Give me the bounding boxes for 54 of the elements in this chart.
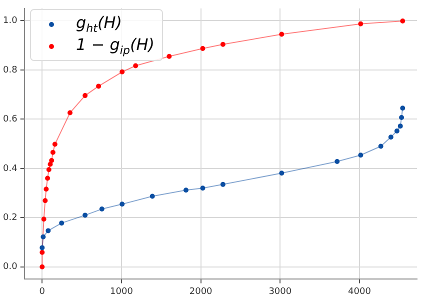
point [40,250,45,255]
point [200,46,206,52]
point [49,158,54,164]
point [378,144,384,149]
point [41,216,46,222]
point [82,93,88,98]
point [120,202,125,207]
point [40,234,46,240]
y-tick-label: 0.6 [2,114,18,125]
x-tick-label: 4000 [348,286,372,297]
x-tick-label: 3000 [268,286,292,297]
point [45,176,50,181]
x-tick-label: 0 [39,286,46,297]
legend-label: 1 − g$_{ip}$(H) [76,34,154,58]
point [388,134,394,140]
point [394,128,400,134]
point [220,42,226,47]
point [68,110,73,116]
point [52,142,58,147]
point [82,212,88,218]
y-tick-label: 0.0 [2,262,18,272]
point [50,150,56,155]
point [279,170,284,176]
y-tick-label: 1.0 [2,16,18,26]
point [133,63,138,68]
x-tick-label: 1000 [110,286,134,297]
point [200,186,206,191]
point [99,206,104,212]
point [399,114,404,120]
y-tick-label: 0.8 [2,65,18,76]
point [400,106,406,111]
point [400,18,406,24]
point [358,21,364,26]
point [40,245,45,250]
point [96,84,102,89]
point [42,198,48,204]
point [398,124,403,129]
point [40,264,45,270]
point [46,228,51,234]
point [183,188,188,193]
point [46,167,52,172]
point [150,194,155,199]
legend-label: g$_{ht}$(H) [76,12,122,36]
y-tick-label: 0.4 [2,164,18,174]
point [59,220,64,226]
point [358,152,364,158]
x-tick-label: 2000 [189,286,213,297]
y-tick-label: 0.2 [2,213,18,223]
point [166,54,172,59]
point [334,159,340,164]
point [279,32,284,37]
point [220,182,226,187]
point [120,69,125,74]
point [44,186,49,192]
